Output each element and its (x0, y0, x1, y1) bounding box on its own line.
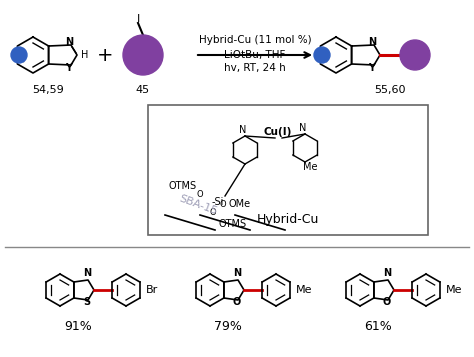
Text: OTMS: OTMS (219, 219, 247, 229)
Text: 55,60: 55,60 (374, 85, 406, 95)
Text: SBA-15: SBA-15 (177, 194, 219, 217)
Text: Hybrid-Cu (11 mol %): Hybrid-Cu (11 mol %) (199, 35, 311, 45)
Text: Br: Br (146, 285, 158, 295)
Text: N: N (233, 268, 241, 278)
Text: O: O (233, 297, 241, 307)
Text: Y: Y (368, 63, 375, 73)
Text: 54,59: 54,59 (32, 85, 64, 95)
Text: O: O (197, 190, 203, 199)
Text: -Si: -Si (212, 197, 224, 207)
Text: LiOtBu, THF: LiOtBu, THF (224, 50, 286, 60)
Text: N: N (65, 37, 73, 47)
Text: N: N (83, 268, 91, 278)
Text: Y: Y (65, 63, 73, 73)
Circle shape (314, 47, 330, 63)
Text: 61%: 61% (364, 320, 392, 333)
Text: Me: Me (446, 285, 463, 295)
Text: O: O (383, 297, 391, 307)
Text: N: N (239, 125, 246, 135)
Text: O: O (219, 200, 226, 209)
Text: 91%: 91% (64, 320, 92, 333)
Text: 45: 45 (136, 85, 150, 95)
Circle shape (123, 35, 163, 75)
Text: O: O (210, 208, 216, 217)
Text: S: S (83, 297, 91, 307)
Text: Me: Me (296, 285, 312, 295)
Text: Ar: Ar (408, 50, 422, 60)
Circle shape (11, 47, 27, 63)
Text: OMe: OMe (229, 199, 251, 209)
Text: Cu(I): Cu(I) (264, 127, 292, 137)
Circle shape (400, 40, 430, 70)
Text: Me: Me (303, 162, 317, 172)
Text: I: I (137, 14, 140, 24)
Text: H: H (81, 50, 88, 60)
Text: 79%: 79% (214, 320, 242, 333)
Text: Hybrid-Cu: Hybrid-Cu (257, 213, 319, 226)
Text: OTMS: OTMS (169, 181, 197, 191)
Text: N: N (299, 123, 307, 133)
Text: +: + (97, 45, 113, 65)
Text: N: N (368, 37, 376, 47)
Bar (148, 105, 428, 235)
Text: N: N (383, 268, 391, 278)
Text: hv, RT, 24 h: hv, RT, 24 h (224, 63, 286, 73)
Text: Ar: Ar (135, 49, 151, 61)
